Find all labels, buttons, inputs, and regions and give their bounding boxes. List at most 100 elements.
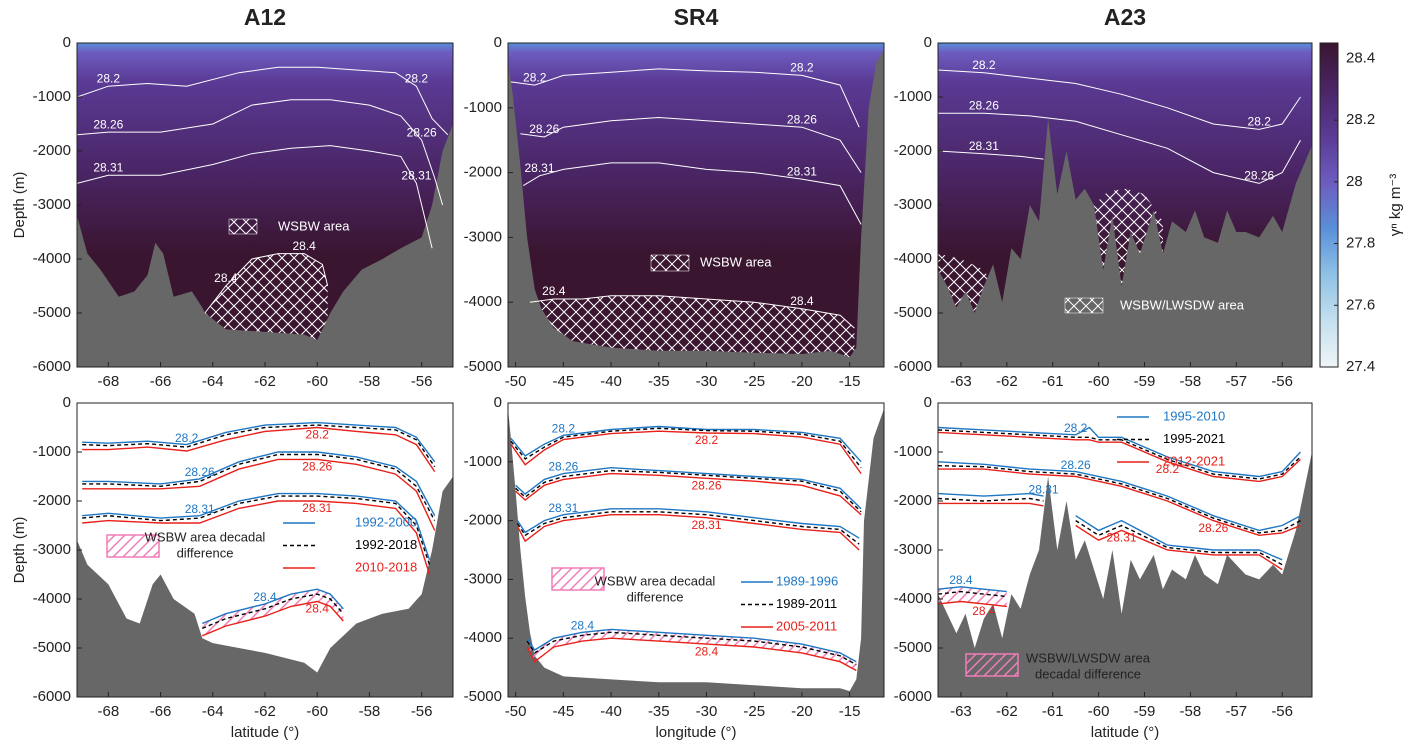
y-tick-label: 0	[494, 34, 502, 51]
contour-label: 28.2	[523, 70, 547, 84]
contour-line	[516, 511, 860, 545]
contour-line	[82, 453, 436, 521]
contour-label: 28.2	[972, 58, 996, 72]
plot-area: 28.2 28.2 28.26 28.26 28.31	[938, 43, 1312, 367]
contour-line	[515, 466, 862, 510]
contour-label: 28.31	[401, 169, 431, 183]
x-tick-label: -15	[839, 373, 861, 390]
x-tick-label: -30	[696, 703, 718, 720]
x-tick-label: -40	[600, 703, 622, 720]
y-axis-label: Depth (m)	[11, 172, 28, 239]
y-tick-label: -4000	[464, 629, 502, 646]
colorbar-tick-label: 28.4	[1346, 49, 1375, 66]
bathymetry	[77, 124, 453, 367]
contour-label: 28.31	[691, 518, 721, 532]
contour-label: 28.31	[524, 161, 554, 175]
y-tick-label: 0	[63, 34, 71, 51]
y-tick-label: -1000	[894, 88, 932, 105]
y-tick-label: -2000	[464, 512, 502, 529]
x-tick-label: -25	[743, 703, 765, 720]
y-tick-label: -3000	[33, 196, 71, 213]
contour-label: 28.4	[972, 604, 996, 618]
annotation: difference	[627, 589, 684, 604]
x-tick-label: -25	[743, 373, 765, 390]
x-tick-label: -63	[950, 373, 972, 390]
x-tick-label: -20	[791, 703, 813, 720]
x-tick-label: -45	[553, 703, 575, 720]
contour-line	[938, 112, 1301, 184]
contour-line	[938, 497, 1283, 566]
contour-line	[938, 431, 1301, 483]
contour-label: 28.26	[548, 460, 578, 474]
legend-entry: 1992-2000	[355, 514, 417, 529]
contour-label: 28.31	[969, 139, 999, 153]
contour-label: 28.2	[97, 71, 121, 85]
y-tick-label: 0	[924, 34, 932, 51]
x-tick-label: -64	[202, 703, 224, 720]
panel-title: SR4	[674, 4, 719, 30]
x-tick-label: -68	[97, 373, 119, 390]
contour-label: 28.26	[407, 125, 437, 139]
contour-line	[510, 68, 860, 128]
legend-entry: 2005-2011	[776, 618, 837, 633]
x-tick-label: -60	[306, 703, 328, 720]
contour-line	[523, 162, 862, 225]
panel-title: A12	[244, 4, 286, 30]
y-tick-label: -1000	[464, 99, 502, 116]
y-tick-label: -4000	[894, 590, 932, 607]
colorbar-tick-label: 28	[1346, 173, 1363, 190]
y-tick-label: -2000	[464, 164, 502, 181]
y-tick-label: -1000	[894, 443, 932, 460]
annotation: WSBW area	[278, 218, 350, 233]
bathymetry	[508, 49, 884, 367]
annotation: WSBW area decadal	[145, 529, 266, 544]
annotation-swatch	[228, 218, 258, 235]
y-tick-label: 0	[494, 394, 502, 411]
contour-line	[529, 295, 855, 329]
colorbar-tick-label: 27.8	[1346, 235, 1375, 252]
legend-entry: 2012-2021	[1163, 453, 1225, 468]
y-tick-label: -5000	[894, 304, 932, 321]
x-tick-label: -58	[359, 703, 381, 720]
y-tick-label: -3000	[894, 541, 932, 558]
contour-label: 28.2	[405, 71, 429, 85]
contour-label: 28.2	[1064, 421, 1088, 435]
contour-label: 28.26	[691, 478, 721, 492]
contour-line	[526, 628, 857, 663]
contour-line	[82, 424, 436, 468]
contour-label: 28.31	[548, 501, 578, 515]
x-tick-label: -50	[505, 703, 527, 720]
y-tick-label: -1000	[464, 453, 502, 470]
x-tick-label: -62	[254, 373, 276, 390]
contour-label: 28.2	[695, 433, 719, 447]
contour-label: 28.2	[306, 428, 330, 442]
x-axis-label: latitude (°)	[1091, 724, 1160, 741]
contour-label: 28.26	[302, 460, 332, 474]
x-tick-label: -60	[306, 373, 328, 390]
annotation: WSBW/LWSDW area	[1120, 297, 1245, 312]
x-tick-label: -58	[1180, 373, 1202, 390]
x-tick-label: -66	[150, 703, 172, 720]
contour-label: 28.2	[175, 431, 199, 445]
legend-entry: 1989-1996	[776, 573, 838, 588]
x-tick-label: -45	[553, 373, 575, 390]
x-tick-label: -30	[696, 373, 718, 390]
x-tick-label: -68	[97, 703, 119, 720]
contour-line	[938, 426, 1302, 478]
x-tick-label: -63	[950, 703, 972, 720]
legend-entry: 1995-2010	[1163, 408, 1225, 423]
contour-line	[82, 495, 431, 565]
y-tick-label: -2000	[894, 492, 932, 509]
contour-line	[82, 492, 431, 561]
colorbar	[1319, 42, 1339, 368]
contour-label: 28.26	[787, 112, 817, 126]
legend-entry: 2010-2018	[355, 559, 417, 574]
contour-label: 28.31	[93, 160, 123, 174]
contour-line	[515, 469, 862, 513]
axes-frame	[507, 402, 885, 698]
x-tick-label: -60	[1088, 703, 1110, 720]
x-tick-label: -40	[600, 373, 622, 390]
x-tick-label: -66	[150, 373, 172, 390]
y-tick-label: 0	[924, 394, 932, 411]
